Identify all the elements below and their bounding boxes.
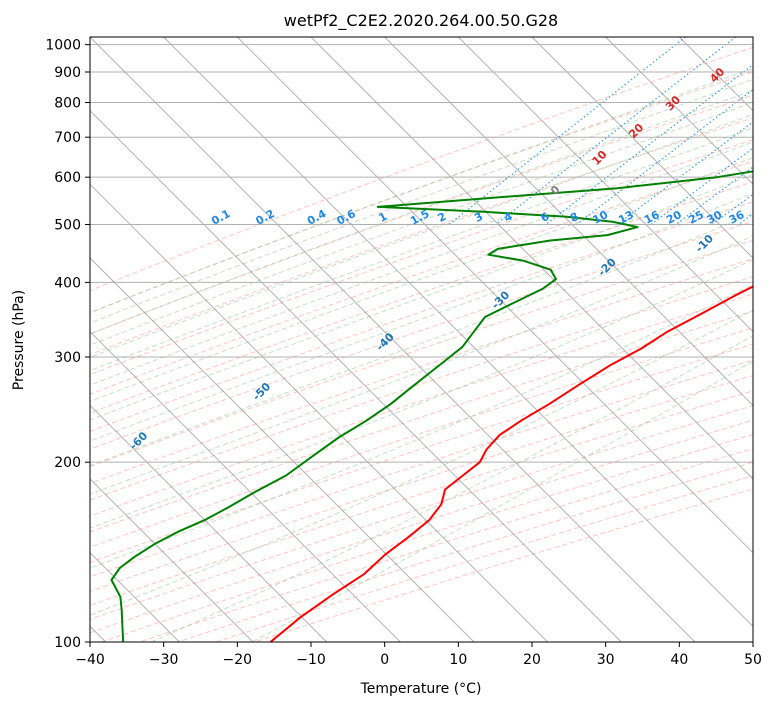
dry-adiabat-line (215, 475, 753, 642)
moist-adiabat-label: 10 (590, 148, 610, 168)
y-tick-label: 300 (54, 350, 81, 366)
dry-adiabat-line (90, 375, 753, 592)
mixing-ratio-label: 20 (664, 208, 684, 227)
y-tick-label: 900 (54, 65, 81, 81)
mixing-ratio-label: 30 (705, 208, 725, 227)
mixing-ratio-line (675, 166, 753, 225)
y-tick-label: 1000 (45, 38, 81, 54)
dry-adiabat-line (90, 94, 753, 335)
isotherm-line (90, 183, 549, 642)
dry-adiabat-line (90, 181, 753, 414)
dry-adiabat-line (90, 343, 753, 563)
x-tick-label: −10 (296, 652, 326, 668)
y-tick-label: 600 (54, 170, 81, 186)
dewpoint-profile-line (110, 170, 753, 642)
moist-adiabat-label: 0 (548, 183, 563, 198)
dry-adiabat-line (90, 310, 753, 533)
x-tick-label: 50 (744, 652, 762, 668)
x-axis: −40 −30 −20 −10 0 10 20 30 40 50 (75, 642, 762, 668)
x-tick-label: −30 (149, 652, 179, 668)
dry-adiabat-line (177, 461, 753, 642)
isotherm-line (90, 37, 696, 642)
dry-adiabat-line (101, 433, 753, 642)
dry-adiabat-line (90, 201, 753, 432)
mixing-ratio-line (448, 37, 686, 225)
isotherm-label: -70 (7, 475, 30, 498)
mixing-ratio-line (711, 193, 753, 225)
moist-adiabat-line (90, 213, 753, 467)
y-axis-label: Pressure (hPa) (11, 290, 27, 390)
y-axis: 100 200 300 400 500 600 700 800 900 1000 (45, 38, 90, 651)
isotherm-line (90, 109, 622, 642)
moist-adiabat-label: 20 (626, 121, 646, 141)
mixing-ratio-label: 16 (642, 208, 662, 227)
mixing-ratio-label: 10 (591, 208, 611, 227)
isotherm-line (531, 37, 753, 259)
x-tick-label: −40 (75, 652, 105, 668)
mixing-ratio-label: 4 (502, 210, 515, 225)
plot-frame (89, 36, 754, 643)
x-tick-label: −20 (223, 652, 253, 668)
isotherm-line (90, 257, 475, 642)
isotherm-line (90, 330, 401, 642)
x-tick-label: 10 (449, 652, 467, 668)
dry-adiabat-line (90, 160, 753, 395)
moist-adiabat-line (90, 283, 753, 569)
mixing-ratio-line (495, 37, 736, 225)
moist-adiabat-line (90, 78, 753, 324)
mixing-ratio-label: 13 (616, 208, 636, 227)
dry-adiabat-line (90, 390, 753, 606)
moist-adiabat-line (90, 68, 753, 314)
mixing-ratio-label: 25 (686, 208, 706, 227)
pressure-gridlines (90, 44, 753, 643)
isotherm-line (384, 37, 753, 407)
y-tick-label: 500 (54, 217, 81, 233)
moist-adiabat-line (90, 101, 753, 346)
temperature-profile-line (269, 285, 753, 642)
isotherm-line (678, 37, 753, 112)
isotherm-line (752, 37, 753, 38)
isotherm-line (605, 37, 753, 186)
isotherm-line (236, 37, 753, 554)
background-lines (90, 37, 753, 642)
isotherm-line (457, 37, 753, 333)
moist-adiabat-line (90, 157, 753, 402)
mixing-ratio-label: 36 (727, 208, 747, 227)
isotherm-label: -10 (693, 232, 716, 255)
isotherm-line (310, 37, 753, 480)
mixing-ratio-label: 1 (377, 210, 390, 225)
y-tick-label: 400 (54, 275, 81, 291)
moist-adiabat-line (90, 235, 753, 495)
x-tick-label: 20 (523, 652, 541, 668)
y-tick-label: 100 (54, 635, 81, 651)
moist-adiabat-line (251, 360, 753, 642)
moist-adiabat-line (90, 174, 753, 421)
y-tick-label: 800 (54, 96, 81, 112)
isotherm-line (90, 478, 254, 642)
mixing-ratio-label: 6 (539, 210, 552, 225)
isotherm-label: -20 (596, 255, 619, 278)
y-tick-label: 200 (54, 455, 81, 471)
dry-adiabat-line (90, 46, 753, 292)
isotherm-label: -40 (374, 330, 397, 353)
x-tick-label: 40 (670, 652, 688, 668)
x-axis-label: Temperature (°C) (360, 681, 482, 697)
chart-title: wetPf2_C2E2.2020.264.00.50.G28 (284, 11, 558, 31)
dry-adiabat-line (90, 117, 753, 356)
mixing-ratio-label: 2 (436, 210, 449, 225)
isotherm-label: -60 (127, 429, 150, 452)
series-layer (110, 170, 753, 642)
isotherm-line (90, 404, 328, 642)
x-tick-label: 30 (597, 652, 615, 668)
x-tick-label: 0 (380, 652, 389, 668)
isotherm-line (163, 37, 753, 628)
dry-adiabat-line (90, 359, 753, 578)
y-tick-label: 700 (54, 130, 81, 146)
